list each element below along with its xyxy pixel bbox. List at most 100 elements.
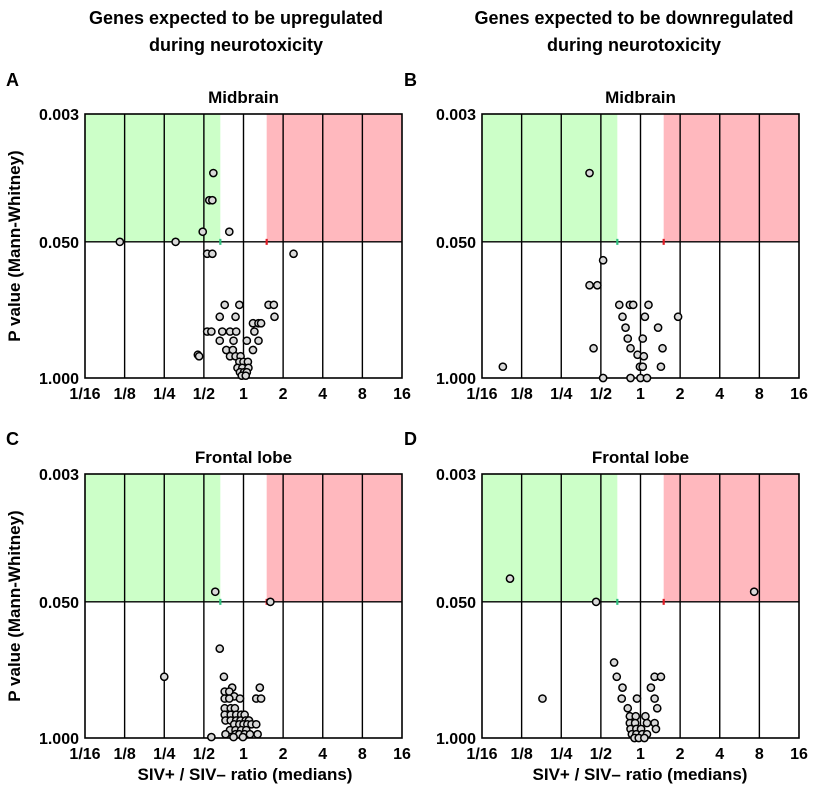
x-tick-label: 16 bbox=[790, 746, 808, 763]
data-point bbox=[585, 280, 594, 290]
header-right-line2: during neurotoxicity bbox=[547, 35, 721, 55]
x-tick-label: 1 bbox=[636, 746, 645, 763]
data-point bbox=[207, 327, 216, 336]
panel-label-d: D bbox=[404, 429, 417, 449]
data-point bbox=[208, 249, 217, 259]
x-tick-label: 1/8 bbox=[114, 746, 136, 763]
data-point bbox=[241, 371, 251, 381]
data-point bbox=[626, 373, 635, 383]
data-point bbox=[210, 587, 220, 597]
data-point bbox=[245, 729, 255, 739]
y-tick-label: 0.003 bbox=[436, 107, 476, 124]
down-region bbox=[85, 114, 221, 242]
up-region bbox=[663, 474, 799, 602]
x-tick-label: 1/2 bbox=[590, 386, 612, 403]
x-tick-label: 16 bbox=[393, 746, 411, 763]
data-point bbox=[208, 195, 217, 205]
data-point bbox=[220, 300, 230, 310]
x-tick-label: 2 bbox=[279, 386, 288, 403]
x-tick-label: 1 bbox=[239, 746, 248, 763]
x-tick-label: 1/2 bbox=[193, 746, 215, 763]
x-tick-label: 1/2 bbox=[590, 746, 612, 763]
data-point bbox=[598, 373, 608, 383]
x-tick-label: 4 bbox=[318, 386, 327, 403]
x-axis-title-right: SIV+ / SIV– ratio (medians) bbox=[533, 765, 748, 784]
panel-a: Midbrain 1/16 1/8 1/4 1/2 1 2 4 8 16 0.003 0.050 1.0… bbox=[39, 88, 411, 403]
data-point bbox=[505, 574, 515, 583]
x-tick-label: 4 bbox=[715, 746, 724, 763]
x-tick-label: 1 bbox=[239, 386, 248, 403]
x-tick-label: 1/8 bbox=[511, 746, 533, 763]
data-point bbox=[614, 300, 624, 310]
data-point bbox=[612, 672, 622, 682]
data-point bbox=[194, 351, 204, 361]
data-point bbox=[609, 658, 619, 667]
data-point bbox=[198, 227, 208, 237]
y-tick-label: 1.000 bbox=[39, 731, 79, 748]
data-point bbox=[289, 249, 298, 259]
data-point bbox=[270, 312, 279, 322]
data-point bbox=[646, 683, 656, 692]
data-point bbox=[235, 300, 244, 310]
x-tick-label: 1/2 bbox=[193, 386, 215, 403]
y-axis-title-top: P value (Mann-Whitney) bbox=[5, 150, 24, 341]
data-point bbox=[589, 343, 598, 353]
data-point bbox=[642, 718, 652, 728]
data-point bbox=[617, 694, 627, 703]
data-point bbox=[231, 312, 240, 322]
up-region bbox=[266, 474, 402, 602]
x-tick-label: 8 bbox=[358, 386, 367, 403]
data-point bbox=[592, 280, 602, 290]
data-point bbox=[207, 732, 216, 742]
data-point bbox=[618, 312, 627, 322]
y-tick-label: 0.050 bbox=[39, 235, 79, 252]
data-point bbox=[640, 312, 650, 322]
data-point bbox=[538, 694, 547, 703]
data-point bbox=[749, 587, 759, 597]
header-right-line1: Genes expected to be downregulated bbox=[474, 8, 793, 28]
data-point bbox=[159, 672, 169, 682]
data-point bbox=[644, 300, 653, 310]
panel-b: Midbrain 1/16 1/8 1/4 1/2 1 2 4 8 16 0.003 0.050 1.0… bbox=[436, 88, 808, 403]
data-point bbox=[242, 336, 252, 346]
data-point bbox=[653, 323, 663, 332]
data-point bbox=[219, 672, 229, 682]
panel-c: Frontal lobe 1/16 1/8 1/4 1/2 1 2 4 8 16 0.003 0.05… bbox=[39, 448, 411, 763]
panel-d: Frontal lobe 1/16 1/8 1/4 1/2 1 2 4 8 16 0.003 0.05… bbox=[436, 448, 808, 763]
up-region bbox=[663, 114, 799, 242]
x-tick-label: 1/16 bbox=[466, 386, 497, 403]
data-point bbox=[642, 373, 652, 383]
data-point bbox=[224, 694, 234, 703]
data-point bbox=[235, 694, 245, 703]
y-tick-label: 1.000 bbox=[436, 731, 476, 748]
data-point bbox=[208, 168, 218, 178]
x-tick-label: 2 bbox=[676, 746, 685, 763]
data-point bbox=[224, 227, 234, 237]
data-point bbox=[626, 343, 635, 353]
data-point bbox=[171, 237, 180, 247]
x-tick-label: 16 bbox=[393, 386, 411, 403]
down-region bbox=[482, 474, 618, 602]
data-point bbox=[656, 362, 666, 372]
x-tick-label: 2 bbox=[676, 386, 685, 403]
data-point bbox=[628, 300, 638, 310]
panel-title: Midbrain bbox=[605, 88, 676, 107]
data-point bbox=[229, 732, 238, 742]
data-point bbox=[585, 168, 594, 178]
data-point bbox=[673, 312, 683, 322]
data-point bbox=[221, 729, 230, 739]
y-axis-title-bottom: P value (Mann-Whitney) bbox=[5, 510, 24, 701]
y-tick-label: 0.003 bbox=[39, 107, 79, 124]
data-point bbox=[229, 336, 238, 346]
y-tick-label: 1.000 bbox=[436, 371, 476, 388]
data-point bbox=[215, 644, 225, 653]
x-tick-label: 1/16 bbox=[69, 386, 100, 403]
x-axis-title-left: SIV+ / SIV– ratio (medians) bbox=[138, 765, 353, 784]
data-point bbox=[656, 672, 666, 682]
x-tick-label: 1/8 bbox=[114, 386, 136, 403]
y-tick-label: 0.003 bbox=[436, 467, 476, 484]
data-point bbox=[250, 327, 259, 336]
data-point bbox=[253, 729, 262, 739]
x-tick-label: 1/16 bbox=[69, 746, 100, 763]
